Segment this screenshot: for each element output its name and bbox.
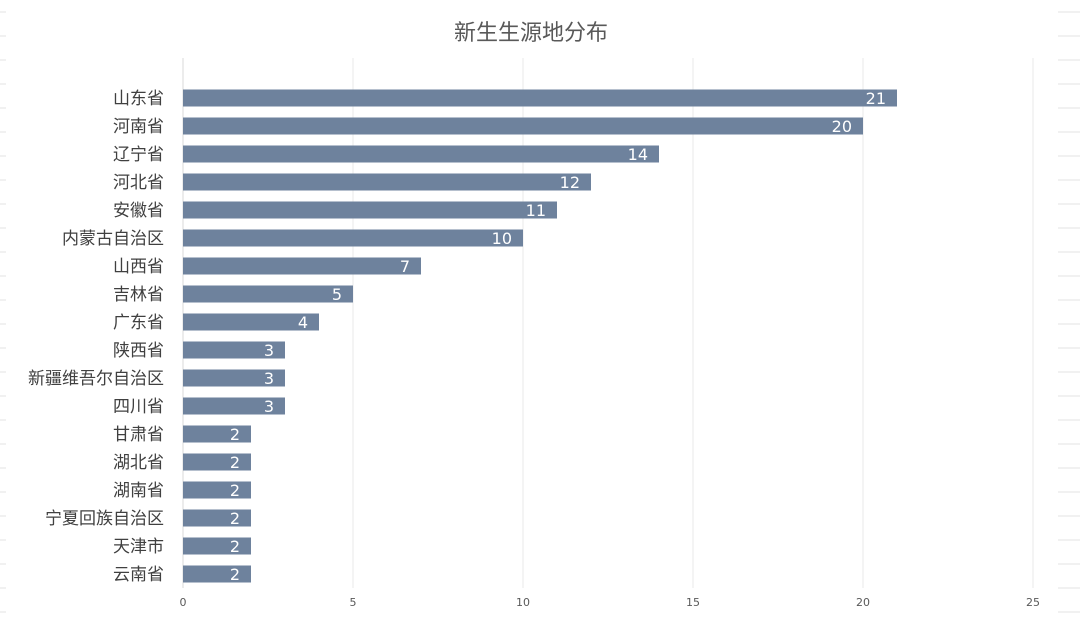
bar <box>183 173 591 191</box>
category-label: 吉林省 <box>113 285 164 305</box>
data-label: 20 <box>832 117 852 136</box>
category-label: 甘肃省 <box>113 425 164 445</box>
x-tick-label: 25 <box>1026 596 1040 609</box>
bar <box>183 481 251 499</box>
bar <box>183 201 557 219</box>
data-label: 2 <box>230 537 240 556</box>
category-label: 辽宁省 <box>113 145 164 165</box>
category-label: 河南省 <box>113 117 164 137</box>
x-tick-label: 5 <box>350 596 357 609</box>
category-label: 陕西省 <box>113 341 164 361</box>
x-axis-ticks: 0 5 10 15 20 25 <box>180 596 1041 609</box>
x-tick-label: 15 <box>686 596 700 609</box>
bar <box>183 285 353 303</box>
data-label: 5 <box>332 285 342 304</box>
bar <box>183 257 421 275</box>
data-label: 10 <box>492 229 512 248</box>
bar <box>183 453 251 471</box>
bar <box>183 145 659 163</box>
x-tick-label: 20 <box>856 596 870 609</box>
data-label: 2 <box>230 481 240 500</box>
data-label: 3 <box>264 397 274 416</box>
bar <box>183 229 523 247</box>
category-label: 新疆维吾尔自治区 <box>28 369 164 389</box>
bar <box>183 341 285 359</box>
category-label: 山西省 <box>113 257 164 277</box>
edge-decoration <box>0 11 1080 613</box>
data-label: 4 <box>298 313 308 332</box>
category-label: 山东省 <box>113 89 164 109</box>
category-label: 宁夏回族自治区 <box>45 509 164 529</box>
x-tick-label: 10 <box>516 596 530 609</box>
category-label: 云南省 <box>113 565 164 585</box>
bar <box>183 369 285 387</box>
data-label: 2 <box>230 453 240 472</box>
category-label: 安徽省 <box>113 201 164 221</box>
data-label: 7 <box>400 257 410 276</box>
bar <box>183 537 251 555</box>
bar <box>183 89 897 107</box>
data-label: 21 <box>866 89 886 108</box>
bar <box>183 425 251 443</box>
chart-title: 新生生源地分布 <box>454 21 608 46</box>
data-label: 2 <box>230 509 240 528</box>
category-label: 湖北省 <box>113 453 164 473</box>
category-label: 天津市 <box>113 537 164 557</box>
data-label: 3 <box>264 369 274 388</box>
data-label: 2 <box>230 565 240 584</box>
category-label: 河北省 <box>113 173 164 193</box>
data-labels: 21 20 14 12 11 10 7 5 4 3 3 3 2 2 2 2 2 2 <box>230 89 886 584</box>
x-tick-label: 0 <box>180 596 187 609</box>
bar <box>183 565 251 583</box>
category-label: 内蒙古自治区 <box>62 229 164 249</box>
data-label: 2 <box>230 425 240 444</box>
category-labels: 山东省河南省辽宁省河北省安徽省内蒙古自治区山西省吉林省广东省陕西省新疆维吾尔自治… <box>28 89 164 585</box>
data-label: 14 <box>628 145 648 164</box>
bars <box>183 89 897 583</box>
category-label: 湖南省 <box>113 481 164 501</box>
category-label: 广东省 <box>113 313 164 333</box>
category-label: 四川省 <box>113 397 164 417</box>
bar <box>183 117 863 135</box>
data-label: 3 <box>264 341 274 360</box>
data-label: 12 <box>560 173 580 192</box>
bar <box>183 397 285 415</box>
data-label: 11 <box>526 201 546 220</box>
bar <box>183 509 251 527</box>
bar <box>183 313 319 331</box>
